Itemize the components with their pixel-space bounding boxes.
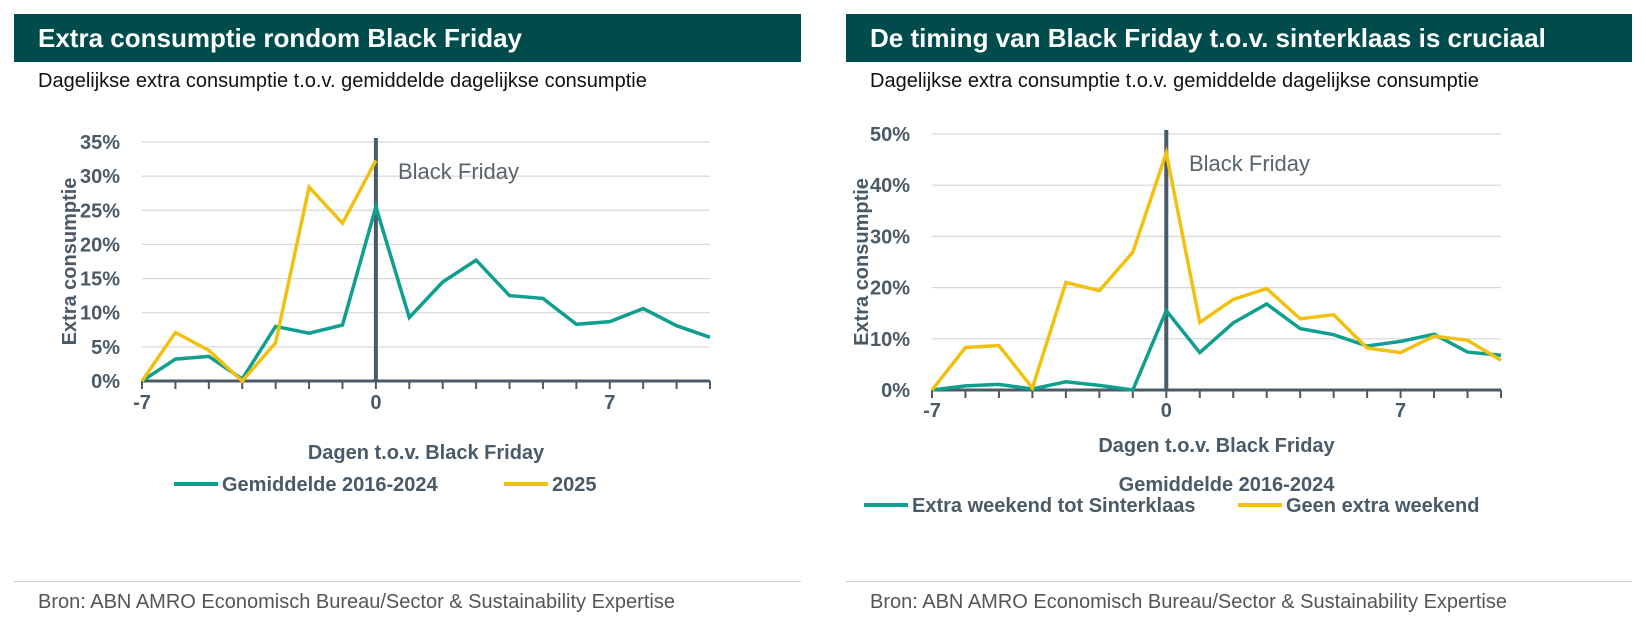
black-friday-annotation: Black Friday <box>398 159 519 184</box>
x-axis-title: Dagen t.o.v. Black Friday <box>1098 435 1335 457</box>
y-axis-title: Extra consumptie <box>59 178 81 346</box>
y-tick-label: 25% <box>80 200 120 222</box>
y-tick-label: 30% <box>80 166 120 188</box>
x-tick-label: 7 <box>1395 400 1406 422</box>
x-axis-title: Dagen t.o.v. Black Friday <box>308 442 545 464</box>
line-chart: 0% 10% 20% 30% 40% 50% -7 0 7 Black Friday Extra c… <box>851 124 1502 517</box>
chart-title: Extra consumptie rondom Black Friday <box>14 14 801 62</box>
x-tick-label: 0 <box>1161 400 1172 422</box>
legend-label: Gemiddelde 2016-2024 <box>222 474 439 496</box>
y-tick-label: 30% <box>870 226 910 248</box>
source-text: Bron: ABN AMRO Economisch Bureau/Sector … <box>38 591 675 613</box>
x-tick-label: 0 <box>370 392 381 414</box>
x-tick-label: 7 <box>604 392 615 414</box>
chart-subtitle: Dagelijkse extra consumptie t.o.v. gemid… <box>38 70 647 92</box>
y-axis-title: Extra consumptie <box>851 178 873 346</box>
series-line-extra-weekend-tot-sinterklaas <box>931 301 1502 392</box>
legend-label: Geen extra weekend <box>1286 495 1479 517</box>
x-tick-label: -7 <box>923 400 941 422</box>
right-chart-panel: De timing van Black Friday t.o.v. sinter… <box>846 14 1632 614</box>
y-tick-label: 20% <box>80 234 120 256</box>
series-line-2025 <box>140 159 378 384</box>
y-tick-label: 0% <box>881 380 910 402</box>
legend-title: Gemiddelde 2016-2024 <box>1119 474 1336 496</box>
line-chart: 0% 5% 10% 15% 20% 25% 30% 35% -7 0 7 Black Friday Ex… <box>59 132 711 496</box>
series-line-gemiddelde-2016-2024 <box>141 200 711 383</box>
divider <box>14 581 801 582</box>
y-tick-label: 40% <box>870 175 910 197</box>
x-tick-label: -7 <box>133 392 151 414</box>
y-tick-label: 0% <box>91 371 120 393</box>
y-tick-label: 15% <box>80 269 120 291</box>
series-line-geen-extra-weekend <box>930 146 1502 392</box>
chart-title: De timing van Black Friday t.o.v. sinter… <box>846 14 1632 62</box>
black-friday-annotation: Black Friday <box>1189 151 1310 176</box>
source-text: Bron: ABN AMRO Economisch Bureau/Sector … <box>870 591 1507 613</box>
left-chart-panel: Extra consumptie rondom Black Friday Dag… <box>14 14 801 614</box>
legend-label: 2025 <box>552 474 597 496</box>
chart-subtitle: Dagelijkse extra consumptie t.o.v. gemid… <box>870 70 1479 92</box>
y-tick-label: 10% <box>80 303 120 325</box>
divider <box>846 581 1632 582</box>
y-tick-label: 20% <box>870 278 910 300</box>
legend-label: Extra weekend tot Sinterklaas <box>912 495 1195 517</box>
y-tick-label: 50% <box>870 124 910 146</box>
y-tick-label: 35% <box>80 132 120 154</box>
y-tick-label: 10% <box>870 329 910 351</box>
y-tick-label: 5% <box>91 337 120 359</box>
